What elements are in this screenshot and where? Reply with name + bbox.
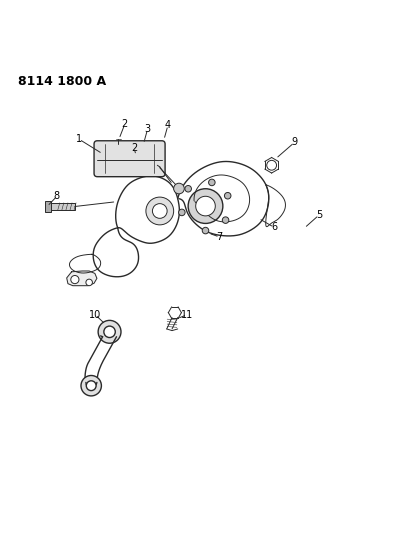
Ellipse shape [188,189,223,223]
Circle shape [86,279,92,286]
Bar [45,201,51,212]
Circle shape [174,183,184,194]
Text: 6: 6 [271,222,277,232]
Text: 3: 3 [145,124,150,134]
Circle shape [81,375,102,396]
FancyBboxPatch shape [94,141,165,177]
Circle shape [267,160,277,170]
Ellipse shape [196,196,215,216]
Text: 4: 4 [165,120,171,130]
Circle shape [98,320,121,343]
Polygon shape [67,271,97,286]
Text: 8114 1800 A: 8114 1800 A [18,76,106,88]
Text: 7: 7 [217,232,223,242]
Text: 8: 8 [54,191,60,201]
Circle shape [224,192,231,199]
Circle shape [222,217,229,223]
Text: 2: 2 [122,119,128,130]
Text: 2: 2 [131,143,137,153]
Text: 9: 9 [291,138,298,148]
Bar [47,203,75,210]
Text: 10: 10 [89,310,102,320]
Circle shape [104,326,115,337]
Ellipse shape [146,197,174,225]
Circle shape [86,381,96,391]
Text: 11: 11 [181,310,193,320]
Circle shape [185,185,192,192]
Circle shape [71,276,79,284]
Text: 1: 1 [76,134,82,144]
Circle shape [202,227,209,234]
Circle shape [208,179,215,185]
Text: 5: 5 [316,210,322,220]
Circle shape [178,209,185,216]
Ellipse shape [152,204,167,219]
